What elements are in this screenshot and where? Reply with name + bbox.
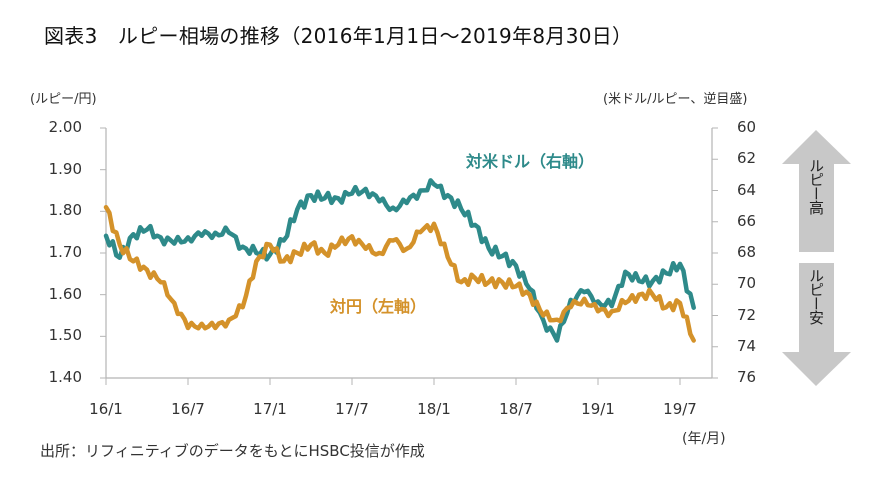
- x-tick-label: 16/7: [171, 400, 205, 418]
- right-tick-label: 76: [737, 368, 757, 386]
- series-line-jpy: [103, 204, 696, 343]
- right-tick-label: 70: [737, 274, 757, 293]
- series-label-jpy: 対円（左軸）: [330, 297, 427, 316]
- axes: [100, 127, 718, 385]
- series-label-usd: 対米ドル（右軸）: [466, 152, 595, 171]
- x-tick-label: 19/1: [581, 400, 615, 418]
- left-tick-label: 1.40: [48, 368, 82, 386]
- right-tick-label: 72: [737, 305, 757, 324]
- x-axis-unit: (年/月): [682, 431, 726, 447]
- arrow-down-label: ルピー安: [807, 268, 825, 324]
- left-axis-unit: (ルピー/円): [30, 92, 97, 107]
- x-tick-label: 17/7: [335, 400, 369, 418]
- right-tick-label: 66: [737, 211, 757, 230]
- right-tick-label: 62: [737, 149, 757, 168]
- x-tick-label: 18/7: [499, 400, 533, 418]
- left-tick-label: 1.70: [48, 243, 82, 261]
- left-tick-label: 2.00: [48, 118, 82, 136]
- left-tick-label: 1.80: [48, 201, 82, 220]
- series-layer: [103, 178, 696, 343]
- x-tick-label: 16/1: [89, 400, 123, 418]
- right-tick-label: 74: [737, 336, 757, 355]
- source-note: 出所：リフィニティブのデータをもとにHSBC投信が作成: [40, 442, 425, 460]
- arrow-down-icon: [782, 263, 851, 386]
- right-tick-label: 64: [737, 180, 757, 199]
- right-axis-unit: (米ドル/ルピー、逆目盛): [603, 92, 748, 107]
- arrow-up-icon: [782, 130, 851, 252]
- direction-arrows: [782, 130, 851, 386]
- right-tick-label: 60: [737, 118, 757, 136]
- chart-title: 図表3 ルピー相場の推移（2016年1月1日～2019年8月30日）: [44, 24, 633, 48]
- left-tick-label: 1.50: [48, 326, 82, 345]
- right-tick-label: 68: [737, 243, 757, 261]
- x-tick-label: 18/1: [417, 400, 451, 418]
- left-tick-label: 1.90: [48, 159, 82, 178]
- x-tick-label: 19/7: [663, 400, 697, 418]
- left-tick-label: 1.60: [48, 284, 82, 303]
- x-tick-label: 17/1: [253, 400, 287, 418]
- arrow-up-label: ルピー高: [807, 158, 825, 214]
